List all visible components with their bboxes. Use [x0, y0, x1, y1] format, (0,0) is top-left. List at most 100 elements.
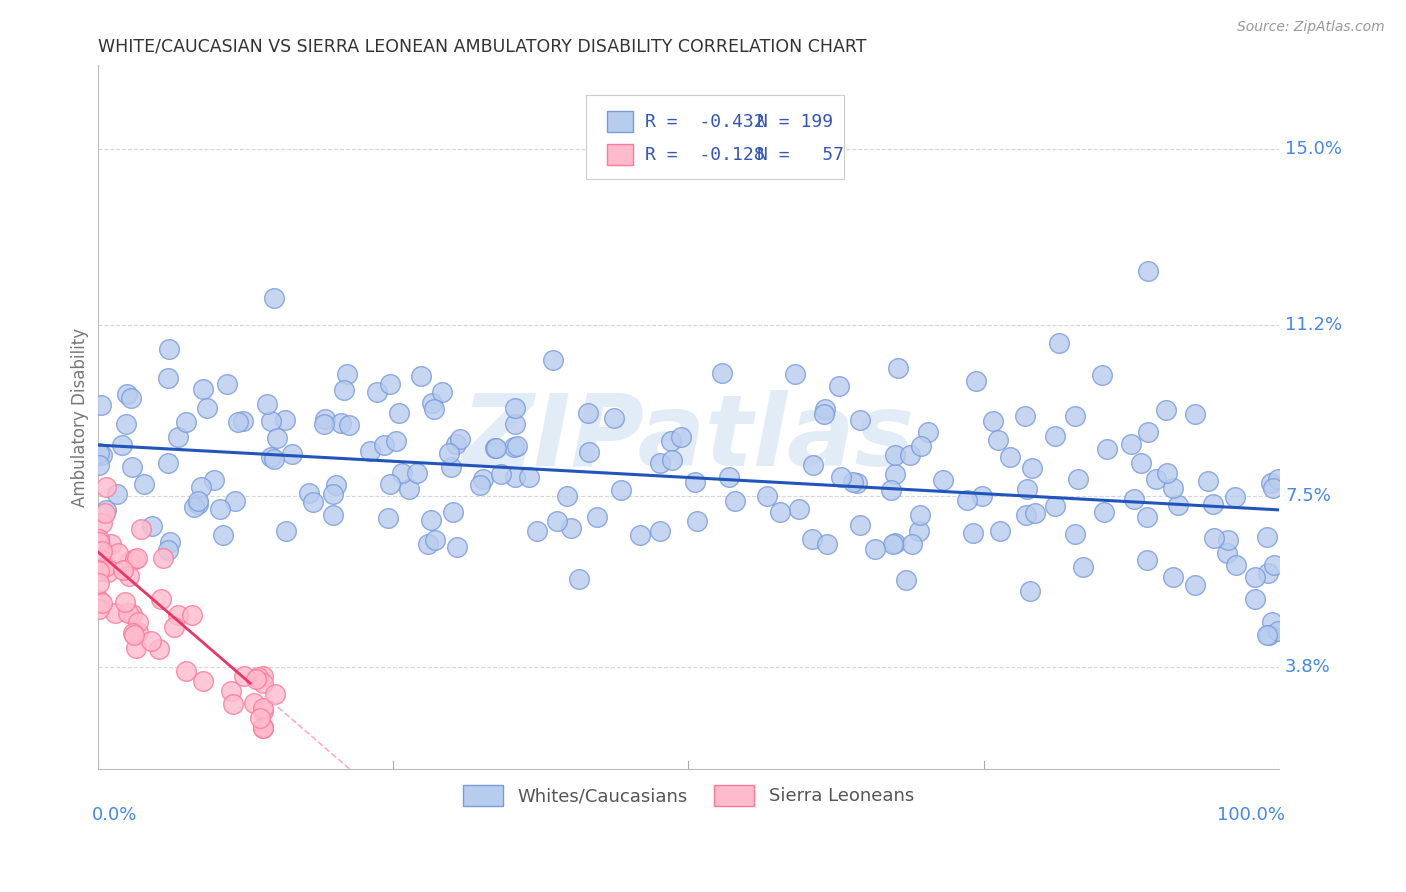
Point	[409, 369, 432, 384]
Point	[157, 543, 180, 558]
Point	[87, 446, 110, 460]
Point	[90, 537, 112, 551]
Point	[686, 514, 709, 528]
Point	[263, 291, 285, 305]
Point	[526, 524, 548, 538]
Point	[87, 534, 110, 549]
Text: 15.0%: 15.0%	[1285, 139, 1343, 158]
Point	[260, 414, 283, 428]
Point	[121, 460, 143, 475]
Point	[87, 533, 110, 547]
Point	[756, 489, 779, 503]
Point	[1267, 624, 1289, 639]
Point	[441, 505, 464, 519]
Point	[420, 396, 443, 410]
Point	[274, 413, 297, 427]
Text: N = 199: N = 199	[756, 112, 834, 130]
Point	[91, 516, 114, 530]
Point	[1122, 491, 1144, 506]
Point	[468, 477, 491, 491]
Point	[685, 475, 707, 490]
Point	[430, 384, 453, 399]
Point	[87, 602, 110, 616]
Point	[711, 366, 734, 380]
Point	[1136, 510, 1159, 524]
Text: 0.0%: 0.0%	[91, 806, 136, 824]
Point	[1091, 368, 1114, 383]
Point	[209, 502, 232, 516]
Text: 11.2%: 11.2%	[1285, 316, 1343, 334]
Point	[120, 392, 142, 406]
Point	[359, 443, 381, 458]
Point	[1161, 481, 1184, 495]
Point	[1119, 436, 1142, 450]
Point	[219, 684, 242, 698]
Point	[1225, 558, 1247, 572]
Point	[1000, 450, 1022, 464]
Point	[849, 413, 872, 427]
Point	[787, 502, 810, 516]
Point	[901, 537, 924, 551]
Point	[1184, 407, 1206, 421]
Point	[962, 526, 984, 541]
Point	[111, 437, 134, 451]
Point	[373, 438, 395, 452]
FancyBboxPatch shape	[607, 144, 633, 165]
Point	[603, 411, 626, 425]
Point	[233, 669, 256, 683]
Point	[1267, 471, 1289, 485]
Point	[87, 458, 110, 473]
Point	[813, 407, 835, 421]
Point	[1064, 527, 1087, 541]
Point	[863, 542, 886, 557]
Point	[1258, 628, 1281, 642]
Point	[260, 450, 283, 464]
Point	[1261, 615, 1284, 629]
FancyBboxPatch shape	[607, 111, 633, 132]
Point	[301, 495, 323, 509]
Point	[879, 483, 901, 497]
Point	[988, 524, 1011, 538]
Point	[485, 441, 508, 455]
Point	[568, 572, 591, 586]
Point	[669, 430, 692, 444]
Point	[610, 483, 633, 497]
Point	[90, 398, 112, 412]
Point	[1197, 475, 1219, 489]
Point	[190, 480, 212, 494]
Point	[1244, 591, 1267, 606]
Point	[94, 559, 117, 574]
Point	[543, 353, 565, 368]
Point	[122, 626, 145, 640]
Point	[252, 704, 274, 718]
Point	[118, 568, 141, 582]
Point	[167, 608, 190, 623]
Point	[405, 466, 427, 480]
Point	[425, 533, 447, 547]
Point	[377, 510, 399, 524]
Point	[152, 550, 174, 565]
Point	[90, 448, 112, 462]
Point	[1218, 533, 1240, 548]
Point	[94, 506, 117, 520]
Point	[398, 483, 420, 497]
Point	[484, 441, 506, 455]
Point	[661, 452, 683, 467]
Point	[141, 519, 163, 533]
Point	[503, 401, 526, 415]
Point	[1244, 570, 1267, 584]
Point	[815, 536, 838, 550]
Point	[148, 641, 170, 656]
Point	[1202, 531, 1225, 545]
Point	[96, 503, 118, 517]
Point	[1137, 263, 1160, 277]
Point	[329, 416, 352, 430]
Point	[830, 469, 852, 483]
Point	[576, 406, 599, 420]
Point	[1045, 428, 1067, 442]
Point	[114, 417, 136, 431]
Point	[1216, 546, 1239, 560]
Point	[222, 698, 245, 712]
Point	[339, 418, 361, 433]
Point	[252, 720, 274, 734]
